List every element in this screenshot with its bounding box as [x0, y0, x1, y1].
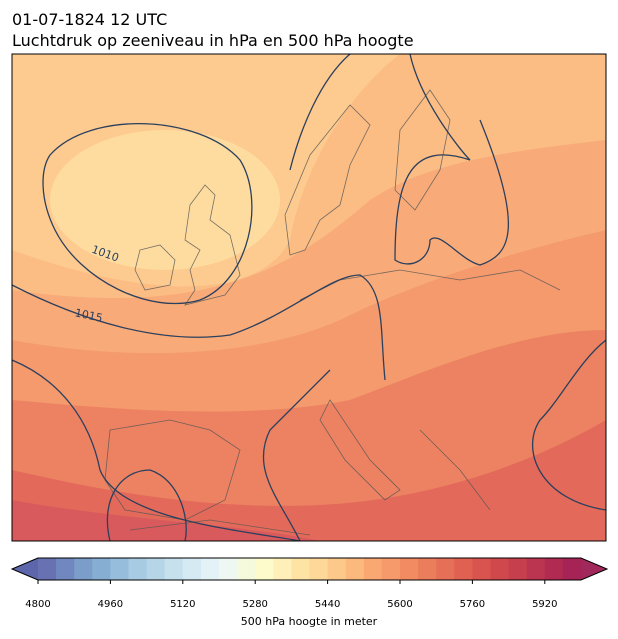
- subtitle: Luchtdruk op zeeniveau in hPa en 500 hPa…: [12, 31, 414, 50]
- tick-label: 5920: [532, 599, 557, 610]
- colorbar-segment: [92, 558, 111, 580]
- colorbar-segment: [454, 558, 473, 580]
- colorbar-segment: [219, 558, 238, 580]
- colorbar-segment: [327, 558, 347, 580]
- colorbar-segment: [472, 558, 491, 580]
- map-frame: [11, 53, 607, 542]
- colorbar-over: [581, 558, 607, 580]
- tick-label: 4800: [25, 599, 50, 610]
- colorbar-segment: [345, 558, 365, 580]
- colorbar-segment: [128, 558, 148, 580]
- tick-label: 4960: [98, 599, 123, 610]
- colorbar-segment: [200, 558, 220, 580]
- colorbar-segment: [273, 558, 292, 580]
- colorbar: 4800 4960 5120 5280 5440 5600 5760 5920: [10, 557, 609, 610]
- tick-label: 5120: [170, 599, 195, 610]
- title: 01-07-1824 12 UTC: [12, 10, 167, 29]
- colorbar-segment: [363, 558, 383, 580]
- tick-label: 5440: [315, 599, 340, 610]
- colorbar-outline: [10, 557, 609, 581]
- colorbar-under: [12, 558, 38, 580]
- colorbar-segment: [237, 558, 256, 580]
- colorbar-segment: [110, 558, 129, 580]
- colorbar-label: 500 hPa hoogte in meter: [241, 615, 378, 628]
- colorbar-segment: [381, 558, 401, 580]
- colorbar-segment: [490, 558, 510, 580]
- colorbar-segment: [56, 558, 75, 580]
- band: [50, 130, 280, 270]
- colorbar-segment: [291, 558, 310, 580]
- colorbar-segment: [164, 558, 184, 580]
- colorbar-segment: [436, 558, 455, 580]
- colorbar-segment: [74, 558, 93, 580]
- tick-label: 5760: [460, 599, 485, 610]
- tick-label: 5600: [387, 599, 412, 610]
- colorbar-segment: [508, 558, 528, 580]
- band: [12, 500, 320, 541]
- colorbar-segment: [562, 558, 582, 580]
- colorbar-segment: [418, 558, 437, 580]
- colorbar-segment: [526, 558, 546, 580]
- colorbar-segment: [400, 558, 419, 580]
- isobar-label: 1015: [74, 306, 104, 325]
- colorbar-segment: [146, 558, 166, 580]
- colorbar-segment: [182, 558, 202, 580]
- tick-label: 5280: [242, 599, 267, 610]
- colorbar-segment: [544, 558, 564, 580]
- map: [12, 54, 606, 541]
- colorbar-segment: [255, 558, 274, 580]
- colorbar-segment: [309, 558, 329, 580]
- colorbar-segment: [38, 558, 57, 580]
